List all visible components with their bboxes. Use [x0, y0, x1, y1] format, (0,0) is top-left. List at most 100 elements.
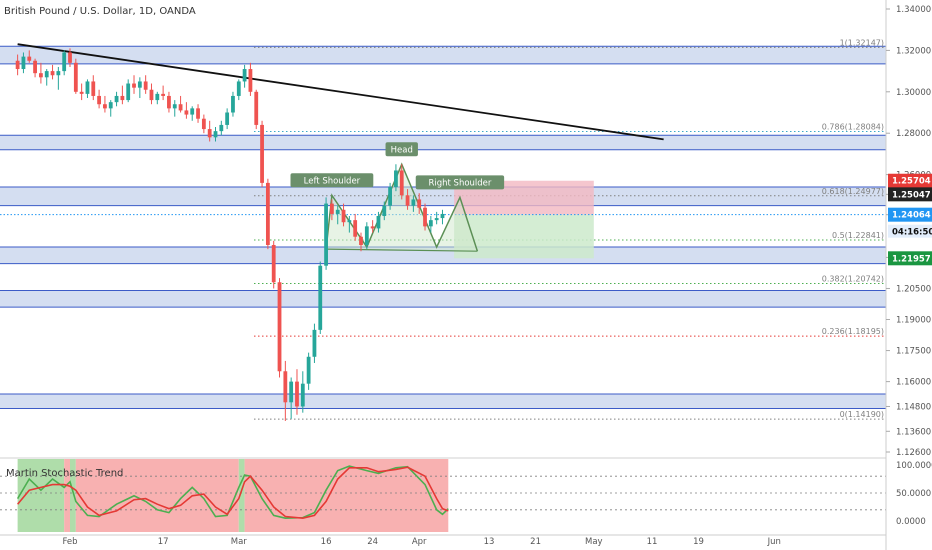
pane-bg-1: [64, 459, 70, 532]
candle-body-55: [335, 209, 340, 214]
candle-body-36: [225, 112, 230, 125]
candle-body-37: [231, 95, 235, 113]
candle-body-24: [155, 93, 160, 101]
candle-body-13: [91, 81, 96, 96]
stoch-line-d: [17, 466, 449, 520]
candle-body-31: [196, 108, 200, 119]
candle-body-69: [417, 199, 422, 208]
candle-body-10: [73, 62, 78, 92]
pane-bg-3: [75, 459, 239, 532]
candle-body-12: [85, 81, 90, 94]
time-label-6: 13: [484, 537, 495, 547]
candle-body-42: [260, 124, 264, 183]
time-label-8: May: [585, 537, 603, 547]
fibonacci-levels: 1(1.32147) 0.786(1.28084) 0.618(1.24977) 0.…: [254, 38, 884, 420]
zone-4: [0, 290, 886, 308]
candle-body-33: [207, 129, 212, 138]
candle-body-40: [248, 69, 253, 92]
time-label-5: Apr: [412, 537, 427, 547]
price-tag-box-3: [888, 251, 932, 266]
candle-body-66: [399, 170, 404, 196]
pattern-callout-2: Right Shoulder: [428, 178, 491, 188]
candle-body-46: [283, 371, 288, 403]
candle-body-48: [295, 381, 299, 407]
time-label-0: Feb: [62, 537, 77, 547]
time-label-11: Jun: [767, 537, 781, 547]
candle-body-22: [143, 81, 148, 90]
candle-body-30: [190, 108, 195, 115]
candle-body-60: [364, 226, 369, 245]
candle-body-71: [428, 220, 433, 227]
candle-body-16: [108, 102, 113, 109]
candle-body-56: [341, 209, 346, 223]
candle-body-67: [405, 195, 410, 206]
candle-body-8: [62, 52, 67, 72]
fib-label-2: 0.618(1.24977): [822, 187, 884, 196]
indicator-title: Martin Stochastic Trend: [6, 468, 123, 479]
candle-body-34: [213, 131, 218, 138]
candle-body-41: [254, 91, 259, 125]
pattern-fill: [326, 164, 478, 252]
neckline[interactable]: [326, 248, 478, 252]
candle-body-73: [440, 213, 445, 219]
candle-body-45: [277, 282, 282, 372]
price-tick-label-11: 1.16000: [896, 378, 931, 388]
price-tag-3: 1.21957: [892, 254, 931, 264]
price-tag-box-2: [888, 207, 932, 222]
trendline-line[interactable]: [17, 43, 664, 141]
price-tag-0: 1.25704: [892, 177, 931, 187]
candle-body-62: [376, 216, 381, 229]
candle-body-4: [39, 73, 43, 78]
candle-body-64: [388, 187, 392, 206]
price-tick-label-14: 1.12600: [896, 448, 931, 458]
time-label-10: 19: [693, 537, 704, 547]
candle-body-63: [382, 205, 387, 217]
candle-body-61: [370, 226, 375, 229]
pattern-callout-0: Left Shoulder: [304, 176, 361, 186]
stoch-line-k: [16, 465, 449, 520]
stochastic-pane: [0, 457, 886, 532]
price-tick-label-9: 1.19000: [896, 316, 931, 326]
countdown-box: [888, 224, 932, 238]
candle-body-70: [423, 207, 427, 227]
candle-body-6: [50, 71, 55, 76]
candle-body-15: [103, 104, 107, 109]
indicator-tick-label-1: 50.0000: [896, 489, 931, 499]
pane-bg-2: [70, 459, 76, 532]
candles: [15, 48, 445, 421]
candle-body-20: [132, 83, 136, 88]
candle-body-52: [318, 265, 323, 330]
price-tick-label-12: 1.14800: [896, 402, 931, 412]
zone-3: [0, 247, 886, 264]
candle-body-19: [126, 83, 131, 101]
candle-body-38: [236, 81, 241, 96]
zone-0: [0, 46, 886, 64]
support-resistance-zones: [0, 45, 886, 410]
candle-body-58: [353, 220, 358, 237]
fib-label-6: 0(1.14190): [840, 410, 884, 419]
candle-body-21: [137, 81, 142, 88]
countdown-label: 04:16:50: [892, 228, 932, 238]
indicator-tick-label-2: 0.0000: [896, 517, 926, 527]
trendline[interactable]: [17, 43, 664, 141]
candle-body-1: [21, 56, 26, 70]
price-tick-label-8: 1.20500: [896, 284, 931, 294]
fib-label-0: 1(1.32147): [840, 38, 884, 47]
candle-body-27: [172, 104, 177, 109]
price-tag-box-0: [888, 173, 932, 188]
zone-2: [0, 187, 886, 206]
time-label-9: 11: [647, 537, 658, 547]
zone-1: [0, 135, 886, 150]
time-label-4: 24: [367, 537, 378, 547]
candle-body-57: [347, 220, 352, 223]
time-label-7: 21: [530, 537, 541, 547]
pattern-callout-box-0: [290, 173, 374, 188]
candle-body-5: [44, 71, 49, 78]
zone-5: [0, 394, 886, 409]
candle-body-9: [68, 52, 72, 63]
candle-body-53: [324, 203, 328, 266]
candle-body-65: [394, 170, 398, 188]
pattern-callout-1: Head: [391, 145, 413, 155]
fib-label-4: 0.382(1.20742): [822, 274, 884, 283]
candle-body-17: [114, 95, 119, 103]
